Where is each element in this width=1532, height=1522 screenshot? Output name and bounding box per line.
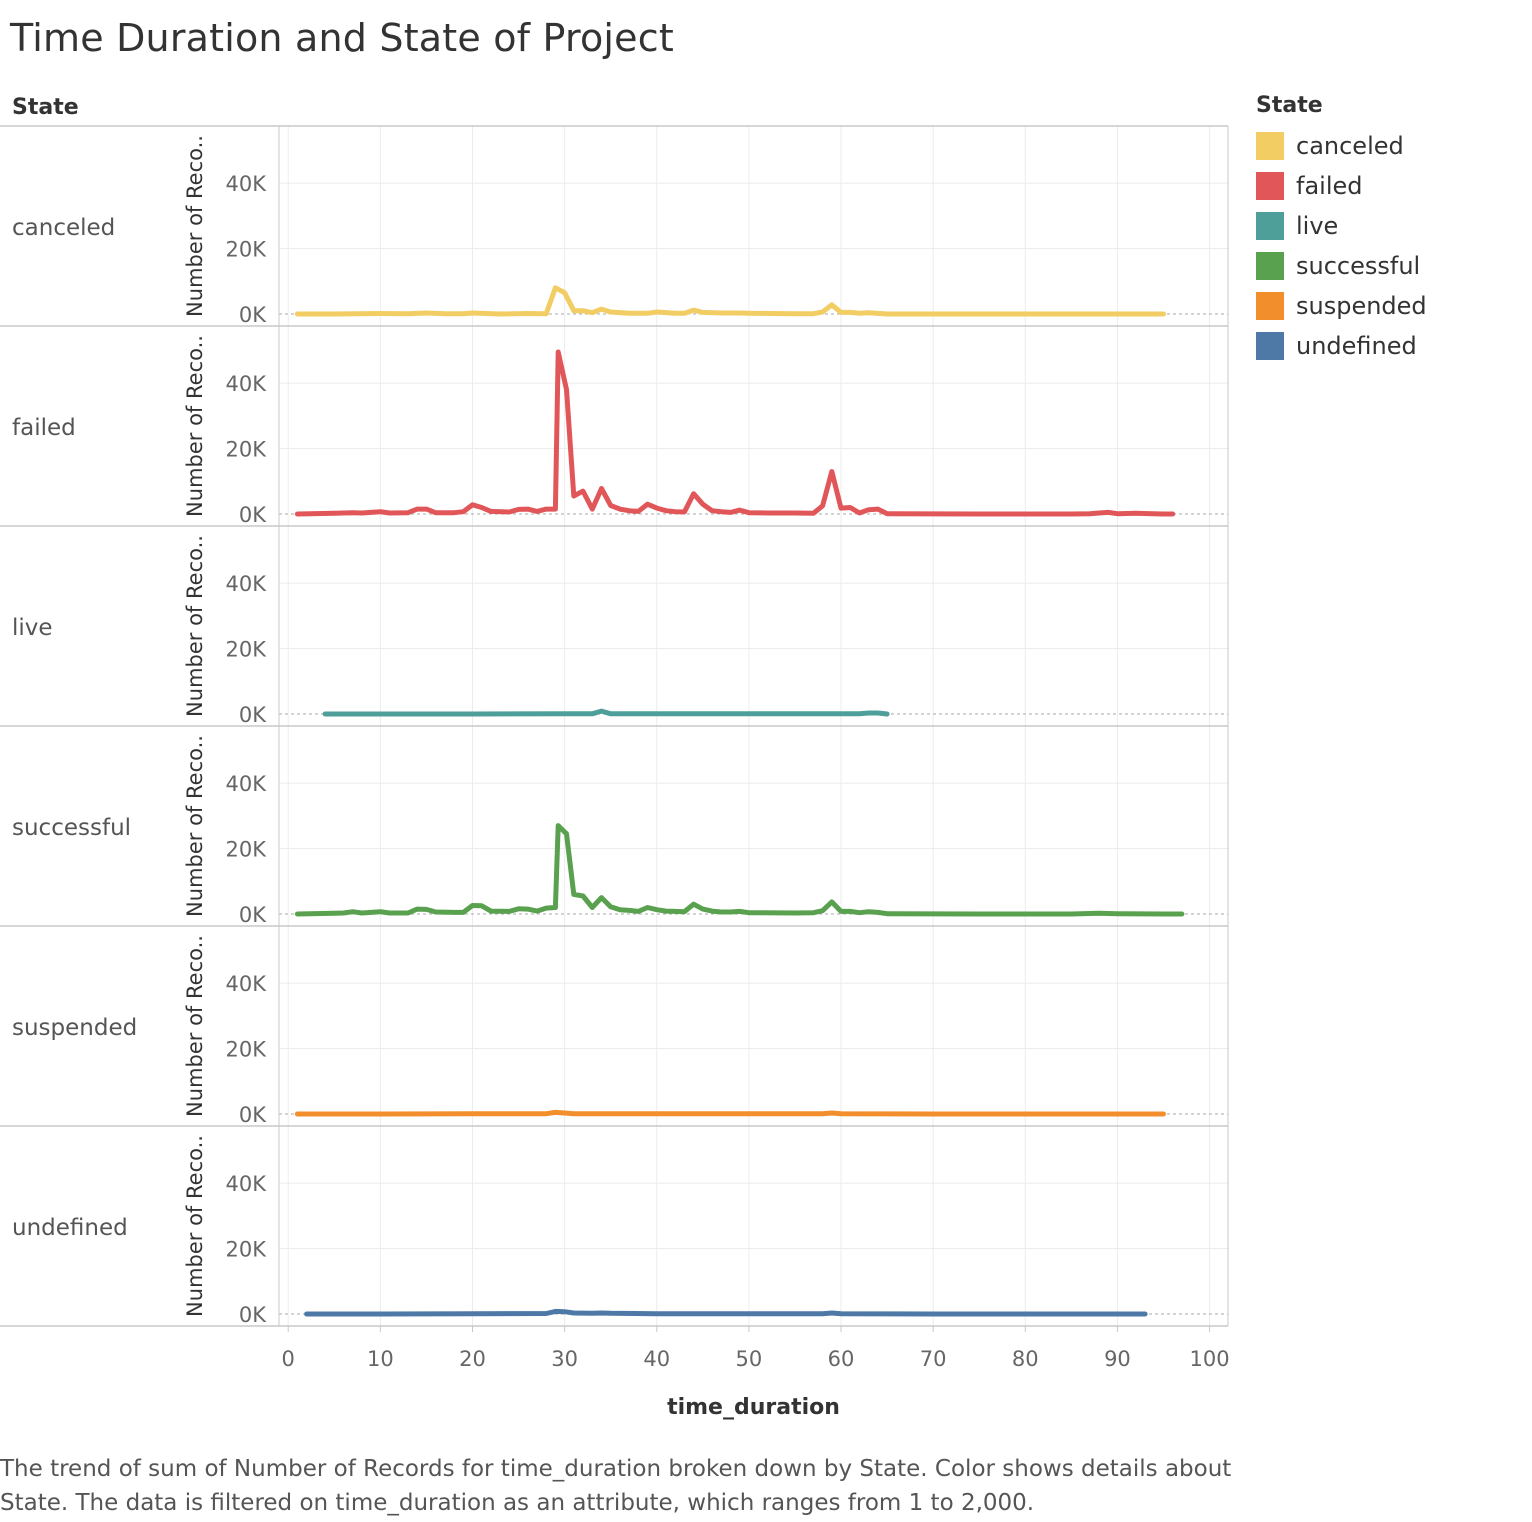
chart-caption: The trend of sum of Number of Records fo… xyxy=(0,1456,1232,1516)
facet-row-label: canceled xyxy=(12,215,115,241)
y-tick-label: 0K xyxy=(239,703,267,727)
legend-item-suspended[interactable]: suspended xyxy=(1256,286,1427,326)
y-tick-label: 20K xyxy=(226,238,268,262)
x-tick-label: 50 xyxy=(736,1347,763,1371)
legend-title: State xyxy=(1256,93,1323,118)
y-tick-label: 20K xyxy=(226,1238,268,1262)
panel-live: live Number of Reco.. 0K 20K 40K xyxy=(0,525,1229,727)
panel-successful: successful Number of Reco.. 0K 20K 40K xyxy=(0,725,1229,927)
y-axis-title: Number of Reco.. xyxy=(183,1135,207,1317)
y-tick-label: 40K xyxy=(226,372,268,396)
y-tick-label: 40K xyxy=(226,772,268,796)
legend-label: canceled xyxy=(1296,132,1404,160)
series-line-live xyxy=(322,708,890,717)
y-tick-label: 20K xyxy=(226,638,268,662)
x-tick-label: 10 xyxy=(367,1347,394,1371)
facet-row-label: undefined xyxy=(12,1215,128,1241)
legend: State canceled failed live successful suspen… xyxy=(1256,93,1427,366)
series-line-successful xyxy=(294,823,1185,917)
facet-row-label: suspended xyxy=(12,1015,137,1041)
facet-row-label: successful xyxy=(12,815,131,841)
y-axis-title: Number of Reco.. xyxy=(183,135,207,317)
legend-label: undefined xyxy=(1296,332,1417,360)
chart-plot-area: canceled Number of Reco.. 0K 20K 40K failed Nu… xyxy=(0,125,1230,1420)
x-tick-label: 40 xyxy=(643,1347,670,1371)
x-axis-title: time_duration xyxy=(667,1395,840,1420)
panel-suspended: suspended Number of Reco.. 0K 20K 40K xyxy=(0,925,1229,1127)
series-line-failed xyxy=(294,349,1176,517)
legend-item-failed[interactable]: failed xyxy=(1256,166,1427,206)
y-tick-label: 20K xyxy=(226,438,268,462)
y-axis-title: Number of Reco.. xyxy=(183,935,207,1117)
x-tick-label: 80 xyxy=(1012,1347,1039,1371)
x-tick-label: 90 xyxy=(1104,1347,1131,1371)
legend-label: successful xyxy=(1296,252,1421,280)
y-tick-label: 40K xyxy=(226,572,268,596)
y-tick-label: 0K xyxy=(239,1303,267,1327)
x-tick-label: 70 xyxy=(920,1347,947,1371)
y-tick-label: 0K xyxy=(239,303,267,327)
facet-row-label: live xyxy=(12,615,53,641)
series-line-canceled xyxy=(294,285,1166,317)
legend-label: live xyxy=(1296,212,1339,240)
facet-header: State xyxy=(12,95,79,120)
panel-canceled: canceled Number of Reco.. 0K 20K 40K xyxy=(0,125,1229,327)
y-tick-label: 0K xyxy=(239,503,267,527)
legend-item-undefined[interactable]: undefined xyxy=(1256,326,1427,366)
y-axis-title: Number of Reco.. xyxy=(183,535,207,717)
legend-item-successful[interactable]: successful xyxy=(1256,246,1427,286)
legend-swatch xyxy=(1256,212,1284,240)
series-line-undefined xyxy=(304,1308,1148,1317)
y-tick-label: 0K xyxy=(239,1103,267,1127)
y-axis-title: Number of Reco.. xyxy=(183,335,207,517)
y-tick-label: 0K xyxy=(239,903,267,927)
legend-item-live[interactable]: live xyxy=(1256,206,1427,246)
y-tick-label: 40K xyxy=(226,972,268,996)
legend-swatch xyxy=(1256,132,1284,160)
legend-swatch xyxy=(1256,172,1284,200)
x-tick-label: 30 xyxy=(551,1347,578,1371)
panel-failed: failed Number of Reco.. 0K 20K 40K xyxy=(0,325,1229,527)
facet-row-label: failed xyxy=(12,415,76,441)
legend-swatch xyxy=(1256,332,1284,360)
y-tick-label: 20K xyxy=(226,1038,268,1062)
x-tick-label: 0 xyxy=(282,1347,295,1371)
chart-title: Time Duration and State of Project xyxy=(10,16,674,60)
x-tick-label: 60 xyxy=(828,1347,855,1371)
y-tick-label: 20K xyxy=(226,838,268,862)
series-line-suspended xyxy=(294,1109,1166,1117)
legend-label: suspended xyxy=(1296,292,1427,320)
legend-label: failed xyxy=(1296,172,1363,200)
y-axis-title: Number of Reco.. xyxy=(183,735,207,917)
panel-undefined: undefined Number of Reco.. 0K 20K 40K xyxy=(0,1125,1229,1327)
x-tick-label: 100 xyxy=(1190,1347,1230,1371)
legend-swatch xyxy=(1256,252,1284,280)
legend-items: canceled failed live successful suspended und… xyxy=(1256,126,1427,366)
y-tick-label: 40K xyxy=(226,172,268,196)
legend-item-canceled[interactable]: canceled xyxy=(1256,126,1427,166)
legend-swatch xyxy=(1256,292,1284,320)
y-tick-label: 40K xyxy=(226,1172,268,1196)
x-tick-label: 20 xyxy=(459,1347,486,1371)
